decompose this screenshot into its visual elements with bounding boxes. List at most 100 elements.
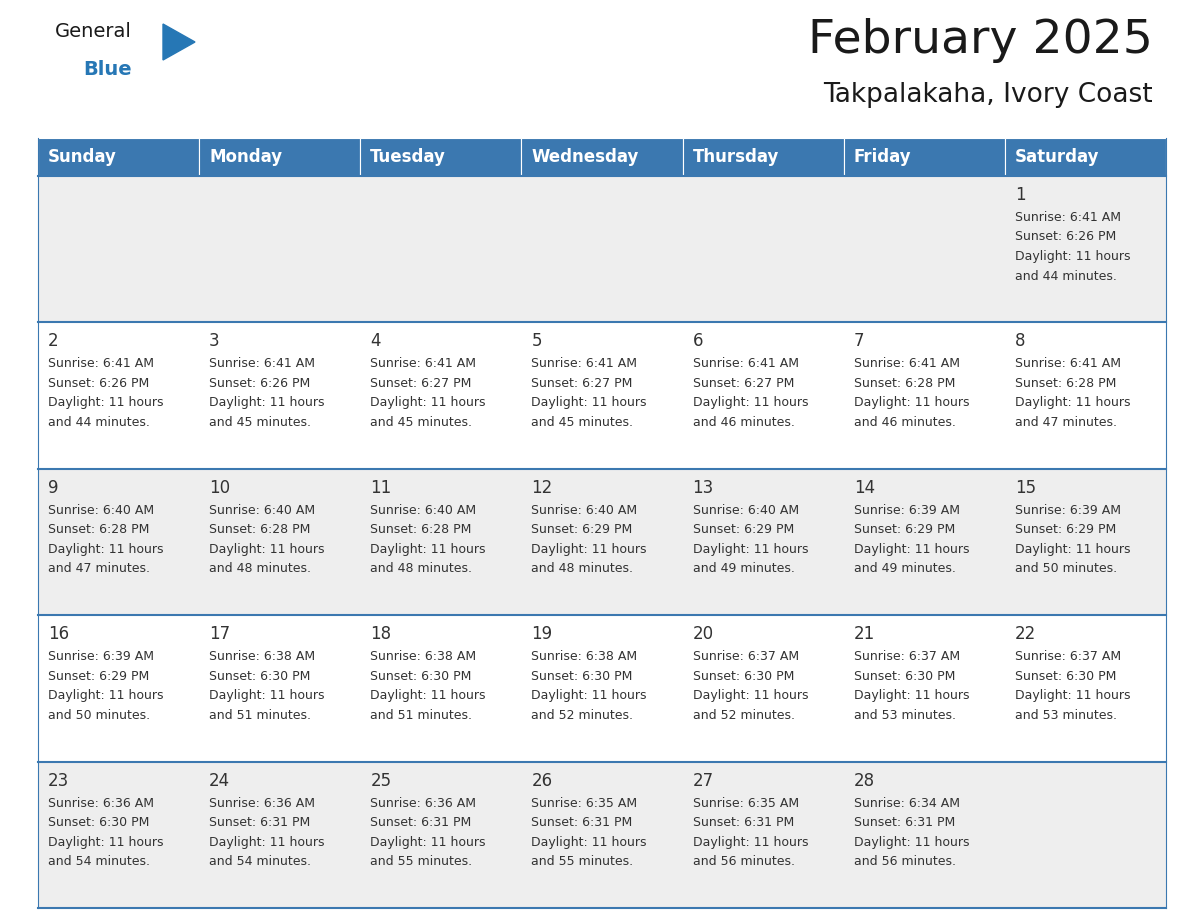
Text: Sunset: 6:30 PM: Sunset: 6:30 PM xyxy=(693,670,794,683)
Bar xyxy=(522,138,683,176)
Text: 17: 17 xyxy=(209,625,230,644)
Text: February 2025: February 2025 xyxy=(808,18,1154,63)
Text: 11: 11 xyxy=(371,479,392,497)
Text: Sunset: 6:30 PM: Sunset: 6:30 PM xyxy=(371,670,472,683)
Text: Daylight: 11 hours: Daylight: 11 hours xyxy=(209,689,324,702)
Text: 1: 1 xyxy=(1015,186,1025,204)
Text: Sunrise: 6:41 AM: Sunrise: 6:41 AM xyxy=(48,357,154,370)
Text: 20: 20 xyxy=(693,625,714,644)
Text: Daylight: 11 hours: Daylight: 11 hours xyxy=(854,689,969,702)
Text: Daylight: 11 hours: Daylight: 11 hours xyxy=(1015,543,1130,555)
Text: Daylight: 11 hours: Daylight: 11 hours xyxy=(854,397,969,409)
Text: Daylight: 11 hours: Daylight: 11 hours xyxy=(854,543,969,555)
Text: Sunrise: 6:40 AM: Sunrise: 6:40 AM xyxy=(693,504,798,517)
Text: Sunset: 6:31 PM: Sunset: 6:31 PM xyxy=(371,816,472,829)
Bar xyxy=(683,138,843,176)
Text: Sunset: 6:28 PM: Sunset: 6:28 PM xyxy=(48,523,150,536)
Text: Sunrise: 6:35 AM: Sunrise: 6:35 AM xyxy=(531,797,638,810)
Text: Sunrise: 6:39 AM: Sunrise: 6:39 AM xyxy=(1015,504,1120,517)
Text: 26: 26 xyxy=(531,772,552,789)
Text: 16: 16 xyxy=(48,625,69,644)
Text: 14: 14 xyxy=(854,479,874,497)
Text: Sunrise: 6:38 AM: Sunrise: 6:38 AM xyxy=(371,650,476,663)
Text: Daylight: 11 hours: Daylight: 11 hours xyxy=(371,835,486,848)
Text: Sunset: 6:29 PM: Sunset: 6:29 PM xyxy=(693,523,794,536)
Text: Daylight: 11 hours: Daylight: 11 hours xyxy=(531,543,647,555)
Text: Sunrise: 6:35 AM: Sunrise: 6:35 AM xyxy=(693,797,798,810)
Text: Sunrise: 6:41 AM: Sunrise: 6:41 AM xyxy=(371,357,476,370)
Text: Sunday: Sunday xyxy=(48,148,116,166)
Text: 6: 6 xyxy=(693,332,703,351)
Bar xyxy=(38,176,1165,322)
Text: Tuesday: Tuesday xyxy=(371,148,447,166)
Text: and 44 minutes.: and 44 minutes. xyxy=(1015,270,1117,283)
Text: and 47 minutes.: and 47 minutes. xyxy=(48,563,150,576)
Text: Daylight: 11 hours: Daylight: 11 hours xyxy=(693,543,808,555)
Text: and 55 minutes.: and 55 minutes. xyxy=(371,855,473,868)
Text: Daylight: 11 hours: Daylight: 11 hours xyxy=(693,397,808,409)
Bar xyxy=(1005,138,1165,176)
Text: Daylight: 11 hours: Daylight: 11 hours xyxy=(209,543,324,555)
Text: Sunrise: 6:41 AM: Sunrise: 6:41 AM xyxy=(1015,211,1120,224)
Text: and 46 minutes.: and 46 minutes. xyxy=(693,416,795,429)
Text: Daylight: 11 hours: Daylight: 11 hours xyxy=(693,835,808,848)
Text: Sunset: 6:29 PM: Sunset: 6:29 PM xyxy=(1015,523,1116,536)
Text: Sunset: 6:27 PM: Sunset: 6:27 PM xyxy=(693,377,794,390)
Text: Sunrise: 6:41 AM: Sunrise: 6:41 AM xyxy=(693,357,798,370)
Text: Daylight: 11 hours: Daylight: 11 hours xyxy=(48,835,164,848)
Text: Daylight: 11 hours: Daylight: 11 hours xyxy=(531,397,647,409)
Text: and 51 minutes.: and 51 minutes. xyxy=(209,709,311,722)
Text: 7: 7 xyxy=(854,332,864,351)
Text: 19: 19 xyxy=(531,625,552,644)
Text: and 49 minutes.: and 49 minutes. xyxy=(854,563,955,576)
Text: Sunrise: 6:41 AM: Sunrise: 6:41 AM xyxy=(209,357,315,370)
Text: and 53 minutes.: and 53 minutes. xyxy=(854,709,955,722)
Text: Sunset: 6:31 PM: Sunset: 6:31 PM xyxy=(531,816,633,829)
Text: 15: 15 xyxy=(1015,479,1036,497)
Text: Sunrise: 6:37 AM: Sunrise: 6:37 AM xyxy=(1015,650,1121,663)
Text: Daylight: 11 hours: Daylight: 11 hours xyxy=(1015,689,1130,702)
Text: Wednesday: Wednesday xyxy=(531,148,639,166)
Text: and 48 minutes.: and 48 minutes. xyxy=(371,563,473,576)
Text: and 48 minutes.: and 48 minutes. xyxy=(209,563,311,576)
Text: Sunset: 6:31 PM: Sunset: 6:31 PM xyxy=(693,816,794,829)
Text: 25: 25 xyxy=(371,772,391,789)
Text: Sunrise: 6:36 AM: Sunrise: 6:36 AM xyxy=(48,797,154,810)
Text: Blue: Blue xyxy=(83,60,132,79)
Text: Sunset: 6:26 PM: Sunset: 6:26 PM xyxy=(48,377,150,390)
Text: 5: 5 xyxy=(531,332,542,351)
Text: Sunrise: 6:41 AM: Sunrise: 6:41 AM xyxy=(531,357,638,370)
Bar xyxy=(38,138,200,176)
Text: 18: 18 xyxy=(371,625,391,644)
Text: and 54 minutes.: and 54 minutes. xyxy=(48,855,150,868)
Text: Daylight: 11 hours: Daylight: 11 hours xyxy=(209,397,324,409)
Text: Sunset: 6:28 PM: Sunset: 6:28 PM xyxy=(371,523,472,536)
Text: Sunset: 6:29 PM: Sunset: 6:29 PM xyxy=(48,670,150,683)
Text: Daylight: 11 hours: Daylight: 11 hours xyxy=(48,397,164,409)
Text: Sunset: 6:28 PM: Sunset: 6:28 PM xyxy=(854,377,955,390)
Text: General: General xyxy=(55,22,132,41)
Text: and 50 minutes.: and 50 minutes. xyxy=(1015,563,1117,576)
Text: 23: 23 xyxy=(48,772,69,789)
Text: Daylight: 11 hours: Daylight: 11 hours xyxy=(1015,250,1130,263)
Text: Daylight: 11 hours: Daylight: 11 hours xyxy=(1015,397,1130,409)
Text: and 45 minutes.: and 45 minutes. xyxy=(371,416,473,429)
Text: 22: 22 xyxy=(1015,625,1036,644)
Text: Thursday: Thursday xyxy=(693,148,779,166)
Text: Sunset: 6:31 PM: Sunset: 6:31 PM xyxy=(209,816,310,829)
Text: Sunrise: 6:38 AM: Sunrise: 6:38 AM xyxy=(209,650,315,663)
Text: 13: 13 xyxy=(693,479,714,497)
Text: Sunset: 6:31 PM: Sunset: 6:31 PM xyxy=(854,816,955,829)
Text: Sunset: 6:30 PM: Sunset: 6:30 PM xyxy=(209,670,310,683)
Text: Sunrise: 6:40 AM: Sunrise: 6:40 AM xyxy=(209,504,315,517)
Text: Sunrise: 6:38 AM: Sunrise: 6:38 AM xyxy=(531,650,638,663)
Bar xyxy=(843,138,1005,176)
Text: 8: 8 xyxy=(1015,332,1025,351)
Text: and 44 minutes.: and 44 minutes. xyxy=(48,416,150,429)
Text: Daylight: 11 hours: Daylight: 11 hours xyxy=(693,689,808,702)
Text: Sunset: 6:28 PM: Sunset: 6:28 PM xyxy=(209,523,310,536)
Text: Sunset: 6:27 PM: Sunset: 6:27 PM xyxy=(371,377,472,390)
Text: Friday: Friday xyxy=(854,148,911,166)
Text: 2: 2 xyxy=(48,332,58,351)
Text: Sunset: 6:30 PM: Sunset: 6:30 PM xyxy=(854,670,955,683)
